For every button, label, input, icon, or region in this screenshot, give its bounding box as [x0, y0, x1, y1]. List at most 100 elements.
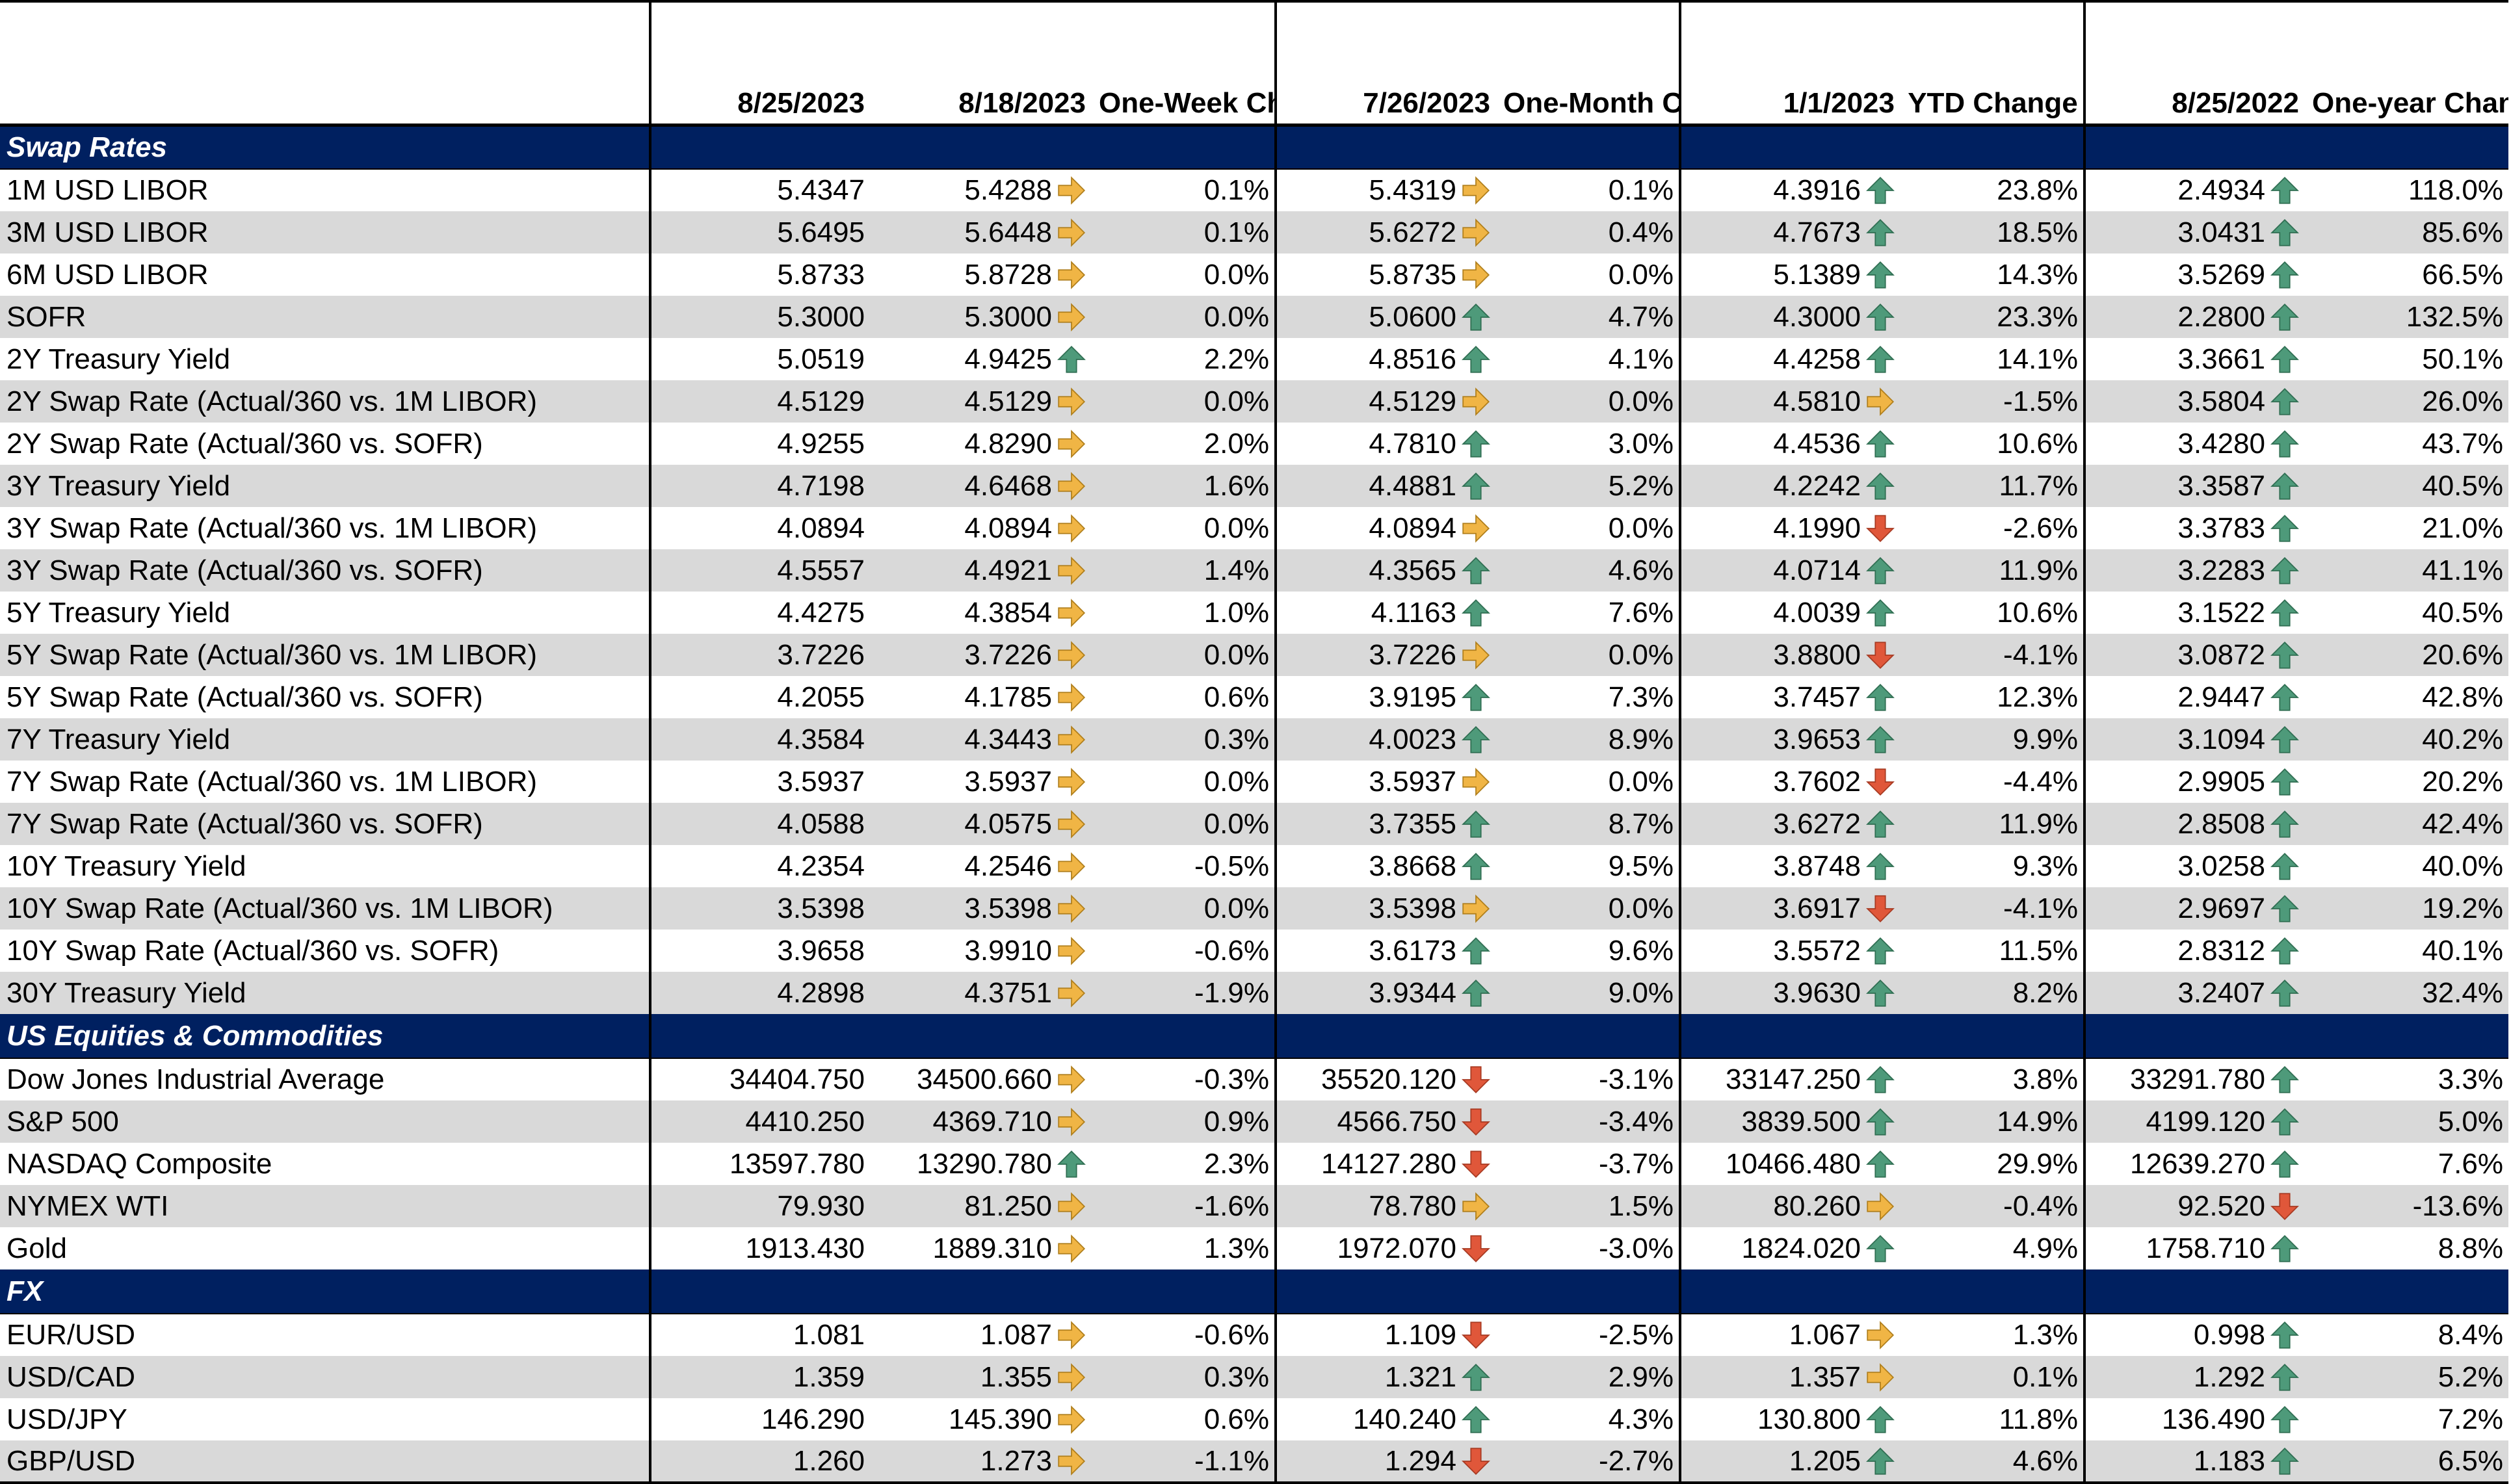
- value-ytd-value: 4.1990: [1773, 512, 1861, 545]
- one-month-change: 9.0%: [1497, 972, 1680, 1014]
- value-month-ago: 78.780: [1276, 1185, 1497, 1227]
- table-row: Gold 1913.430 1889.310 1.3% 1972.070 -3.0% 182…: [0, 1227, 2508, 1269]
- arrow-up-icon: [2270, 261, 2299, 289]
- value-week-ago-value: 4.6468: [964, 470, 1052, 502]
- value-month-ago-value: 1.109: [1385, 1319, 1456, 1351]
- value-ytd-value: 4.0039: [1773, 597, 1861, 629]
- one-year-change: 20.2%: [2306, 761, 2508, 803]
- section-fill: [2084, 1014, 2306, 1058]
- value-current: 4.7198: [650, 465, 871, 507]
- value-week-ago-value: 4.3854: [964, 597, 1052, 629]
- value-year-ago: 2.9697: [2084, 887, 2306, 930]
- one-month-change: -3.1%: [1497, 1058, 1680, 1100]
- one-month-change: 0.1%: [1497, 169, 1680, 211]
- value-week-ago-value: 1.087: [980, 1319, 1052, 1351]
- value-current: 5.4347: [650, 169, 871, 211]
- value-week-ago: 4.4921: [871, 549, 1092, 592]
- value-current: 4.4275: [650, 592, 871, 634]
- value-ytd-value: 1824.020: [1741, 1232, 1861, 1265]
- value-month-ago-value: 3.8668: [1369, 850, 1456, 883]
- arrow-right-icon: [1057, 852, 1086, 881]
- value-ytd-value: 3.7457: [1773, 681, 1861, 714]
- header-one-month-change: One-Month Change: [1497, 1, 1680, 125]
- row-label: 5Y Swap Rate (Actual/360 vs. 1M LIBOR): [0, 634, 650, 676]
- value-week-ago-value: 1.355: [980, 1361, 1052, 1394]
- value-week-ago: 13290.780: [871, 1143, 1092, 1185]
- table-row: EUR/USD 1.081 1.087 -0.6% 1.109 -2.5% 1.067 1.3…: [0, 1314, 2508, 1356]
- one-month-change: 0.4%: [1497, 211, 1680, 254]
- one-week-change: 0.0%: [1092, 296, 1276, 338]
- value-current: 4.2055: [650, 676, 871, 718]
- section-fill: [2084, 1269, 2306, 1314]
- arrow-up-icon: [1462, 345, 1490, 374]
- value-year-ago: 136.490: [2084, 1398, 2306, 1440]
- value-month-ago: 4.1163: [1276, 592, 1497, 634]
- arrow-up-icon: [1462, 979, 1490, 1008]
- value-year-ago: 3.3661: [2084, 338, 2306, 380]
- value-week-ago: 4.3854: [871, 592, 1092, 634]
- row-label: 5Y Treasury Yield: [0, 592, 650, 634]
- value-current: 1.081: [650, 1314, 871, 1356]
- value-month-ago-value: 14127.280: [1321, 1148, 1456, 1180]
- value-year-ago-value: 2.4934: [2177, 174, 2265, 207]
- row-label: S&P 500: [0, 1100, 650, 1143]
- section-fill: [2306, 1269, 2508, 1314]
- arrow-right-icon: [1057, 937, 1086, 965]
- ytd-change: 4.6%: [1901, 1440, 2084, 1483]
- table-row: S&P 500 4410.250 4369.710 0.9% 4566.750 -3.4%…: [0, 1100, 2508, 1143]
- one-week-change: -0.6%: [1092, 930, 1276, 972]
- section-fill: [2084, 125, 2306, 169]
- value-week-ago: 3.5398: [871, 887, 1092, 930]
- table-row: Dow Jones Industrial Average 34404.750 345…: [0, 1058, 2508, 1100]
- value-year-ago: 3.5804: [2084, 380, 2306, 423]
- value-month-ago-value: 5.0600: [1369, 301, 1456, 333]
- header-ytd-change: YTD Change: [1901, 1, 2084, 125]
- value-ytd: 5.1389: [1680, 254, 1901, 296]
- arrow-up-icon: [2270, 641, 2299, 670]
- value-week-ago: 81.250: [871, 1185, 1092, 1227]
- value-month-ago-value: 1.321: [1385, 1361, 1456, 1394]
- value-year-ago-value: 12639.270: [2130, 1148, 2265, 1180]
- value-current: 3.9658: [650, 930, 871, 972]
- one-year-change: -13.6%: [2306, 1185, 2508, 1227]
- arrow-up-icon: [2270, 683, 2299, 712]
- value-month-ago: 3.9344: [1276, 972, 1497, 1014]
- value-year-ago: 3.0431: [2084, 211, 2306, 254]
- value-year-ago: 2.9905: [2084, 761, 2306, 803]
- one-month-change: 4.3%: [1497, 1398, 1680, 1440]
- arrow-down-icon: [1462, 1447, 1490, 1476]
- section-header: US Equities & Commodities: [0, 1014, 2508, 1058]
- value-ytd: 4.4536: [1680, 423, 1901, 465]
- ytd-change: -4.4%: [1901, 761, 2084, 803]
- arrow-up-icon: [1462, 725, 1490, 754]
- value-month-ago-value: 4.8516: [1369, 343, 1456, 376]
- one-year-change: 8.4%: [2306, 1314, 2508, 1356]
- arrow-up-icon: [1866, 176, 1895, 205]
- arrow-up-icon: [2270, 1065, 2299, 1094]
- value-ytd: 10466.480: [1680, 1143, 1901, 1185]
- value-ytd: 1824.020: [1680, 1227, 1901, 1269]
- arrow-right-icon: [1057, 261, 1086, 289]
- value-year-ago: 3.0872: [2084, 634, 2306, 676]
- value-year-ago-value: 1.183: [2194, 1445, 2265, 1477]
- one-month-change: 0.0%: [1497, 380, 1680, 423]
- ytd-change: 10.6%: [1901, 423, 2084, 465]
- arrow-right-icon: [1057, 1065, 1086, 1094]
- arrow-right-icon: [1057, 599, 1086, 627]
- row-label: 6M USD LIBOR: [0, 254, 650, 296]
- table-row: 1M USD LIBOR 5.4347 5.4288 0.1% 5.4319 0.1% 4.…: [0, 169, 2508, 211]
- row-label: NASDAQ Composite: [0, 1143, 650, 1185]
- arrow-down-icon: [1462, 1321, 1490, 1349]
- arrow-up-icon: [1866, 810, 1895, 839]
- value-current: 146.290: [650, 1398, 871, 1440]
- table-row: NASDAQ Composite 13597.780 13290.780 2.3% 14…: [0, 1143, 2508, 1185]
- table-row: 2Y Swap Rate (Actual/360 vs. 1M LIBOR) 4.…: [0, 380, 2508, 423]
- one-year-change: 5.2%: [2306, 1356, 2508, 1398]
- table-row: 2Y Swap Rate (Actual/360 vs. SOFR) 4.9255…: [0, 423, 2508, 465]
- arrow-up-icon: [1866, 937, 1895, 965]
- value-month-ago: 140.240: [1276, 1398, 1497, 1440]
- value-year-ago-value: 4199.120: [2146, 1106, 2265, 1138]
- ytd-change: -4.1%: [1901, 634, 2084, 676]
- one-week-change: -0.6%: [1092, 1314, 1276, 1356]
- value-ytd: 1.205: [1680, 1440, 1901, 1483]
